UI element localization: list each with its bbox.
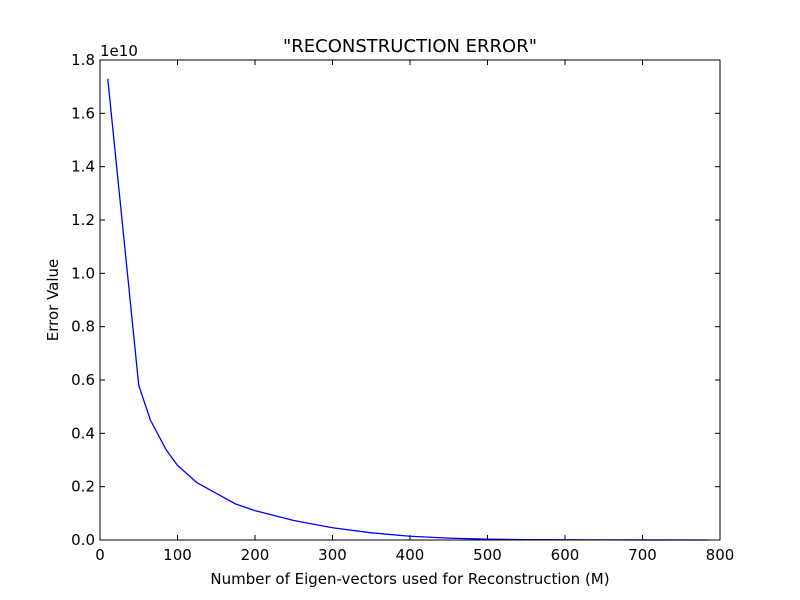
x-tick-label: 800 bbox=[706, 546, 735, 564]
x-axis-label: Number of Eigen-vectors used for Reconst… bbox=[210, 570, 609, 588]
x-tick-label: 300 bbox=[318, 546, 347, 564]
y-tick-label: 0.6 bbox=[71, 371, 95, 389]
y-tick-label: 0.8 bbox=[71, 318, 95, 336]
y-tick-label: 0.2 bbox=[71, 478, 95, 496]
y-tick-label: 1.0 bbox=[71, 264, 95, 282]
plot-frame bbox=[99, 59, 721, 541]
y-tick-label: 1.4 bbox=[71, 158, 95, 176]
y-tick-label: 1.8 bbox=[71, 51, 95, 69]
y-tick-label: 0.4 bbox=[71, 424, 95, 442]
x-tick-label: 200 bbox=[241, 546, 270, 564]
x-tick-label: 700 bbox=[628, 546, 657, 564]
y-tick-label: 1.2 bbox=[71, 211, 95, 229]
chart-title: "RECONSTRUCTION ERROR" bbox=[283, 36, 537, 57]
x-tick-label: 400 bbox=[396, 546, 425, 564]
x-tick-label: 600 bbox=[551, 546, 580, 564]
ticks-layer: 0 100 200 300 400 500 600 700 800 0.0 0.2 0.4 0.6 0.8… bbox=[71, 51, 734, 564]
y-scale-factor: 1e10 bbox=[100, 42, 138, 60]
plot-area bbox=[100, 60, 720, 540]
x-tick-label: 500 bbox=[473, 546, 502, 564]
y-tick-label: 0.0 bbox=[71, 531, 95, 549]
x-tick-label: 0 bbox=[95, 546, 105, 564]
y-axis-label: Error Value bbox=[44, 259, 62, 342]
y-tick-label: 1.6 bbox=[71, 104, 95, 122]
x-tick-label: 100 bbox=[163, 546, 192, 564]
